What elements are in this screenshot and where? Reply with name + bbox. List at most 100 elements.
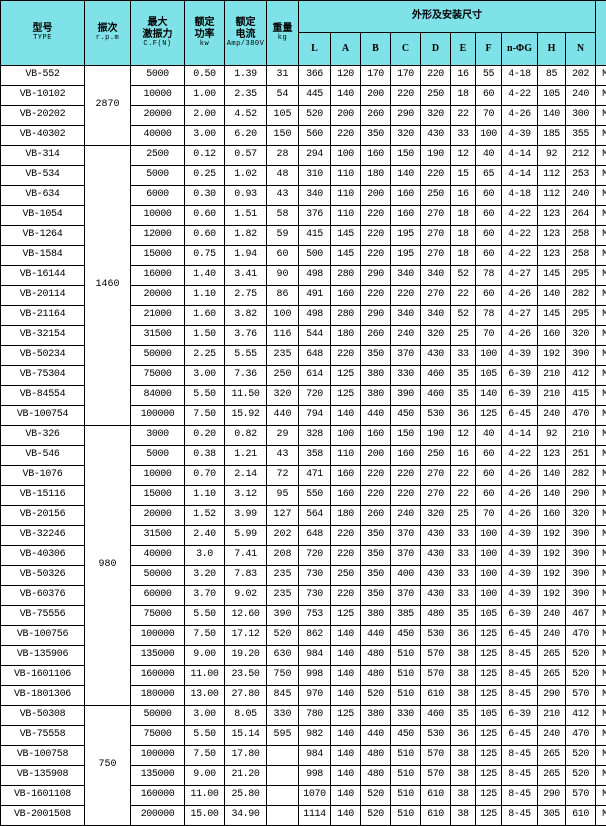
cell-dim-A: 220 [331, 585, 361, 605]
cell-bolt: M42 [596, 645, 606, 665]
cell-dim-A: 140 [331, 685, 361, 705]
cell-dim-H: 192 [538, 585, 566, 605]
cell-dim-E: 38 [451, 765, 476, 785]
cell-dim-E: 22 [451, 485, 476, 505]
cell-bolt: M12 [596, 145, 606, 165]
cell-dim-N: 467 [566, 605, 596, 625]
cell-dim-L: 544 [299, 325, 331, 345]
cell-kw: 15.00 [185, 805, 225, 825]
cell-dim-E: 22 [451, 465, 476, 485]
cell-dim-E: 33 [451, 125, 476, 145]
header-current-en: Amp/380V [225, 40, 266, 48]
cell-amp: 8.05 [225, 705, 267, 725]
cell-type: VB-326 [1, 425, 85, 445]
cell-dim-D: 530 [421, 625, 451, 645]
header-dim-nG: n-ΦG [502, 33, 538, 65]
cell-wt: 95 [267, 485, 299, 505]
cell-dim-G: 4-39 [502, 345, 538, 365]
cell-rpm: 2870 [85, 65, 131, 145]
cell-dim-B: 260 [361, 325, 391, 345]
cell-dim-C: 195 [391, 225, 421, 245]
cell-rpm: 1460 [85, 145, 131, 425]
cell-dim-A: 280 [331, 265, 361, 285]
cell-dim-G: 4-22 [502, 85, 538, 105]
cell-bolt: M20 [596, 205, 606, 225]
cell-dim-B: 520 [361, 785, 391, 805]
cell-dim-D: 220 [421, 65, 451, 85]
cell-dim-N: 300 [566, 105, 596, 125]
cell-dim-L: 294 [299, 145, 331, 165]
cell-dim-H: 160 [538, 505, 566, 525]
cell-dim-L: 564 [299, 505, 331, 525]
cell-dim-N: 212 [566, 145, 596, 165]
cell-dim-B: 170 [361, 65, 391, 85]
cell-dim-H: 105 [538, 85, 566, 105]
cell-bolt: M20 [596, 445, 606, 465]
cell-dim-A: 160 [331, 285, 361, 305]
cell-dim-H: 123 [538, 225, 566, 245]
cell-kw: 1.00 [185, 85, 225, 105]
cell-dim-H: 123 [538, 205, 566, 225]
cell-dim-G: 6-45 [502, 405, 538, 425]
cell-dim-H: 140 [538, 465, 566, 485]
cell-dim-N: 390 [566, 545, 596, 565]
cell-dim-H: 85 [538, 65, 566, 85]
cell-dim-H: 240 [538, 625, 566, 645]
cell-dim-N: 610 [566, 805, 596, 825]
cell-dim-C: 220 [391, 85, 421, 105]
cell-bolt: M24 [596, 505, 606, 525]
cell-dim-E: 25 [451, 505, 476, 525]
cell-amp: 6.20 [225, 125, 267, 145]
cell-dim-L: 753 [299, 605, 331, 625]
cell-cf: 21000 [131, 305, 185, 325]
cell-dim-G: 6-39 [502, 605, 538, 625]
cell-bolt: M24 [596, 485, 606, 505]
cell-dim-E: 35 [451, 705, 476, 725]
cell-dim-B: 350 [361, 525, 391, 545]
cell-dim-C: 510 [391, 685, 421, 705]
cell-dim-G: 4-39 [502, 545, 538, 565]
cell-dim-B: 350 [361, 125, 391, 145]
cell-dim-A: 145 [331, 225, 361, 245]
cell-cf: 100000 [131, 405, 185, 425]
cell-dim-G: 8-45 [502, 765, 538, 785]
cell-dim-B: 350 [361, 345, 391, 365]
cell-amp: 7.83 [225, 565, 267, 585]
cell-wt: 235 [267, 345, 299, 365]
cell-type: VB-20202 [1, 105, 85, 125]
cell-bolt: M36 [596, 125, 606, 145]
cell-dim-F: 60 [476, 445, 502, 465]
cell-kw: 0.75 [185, 245, 225, 265]
cell-dim-D: 270 [421, 245, 451, 265]
table-header: 型号 TYPE 振次 r.p.m 最大 激振力 C.F(N) 额定 功率 kw … [1, 1, 606, 66]
cell-dim-E: 52 [451, 265, 476, 285]
cell-dim-E: 22 [451, 285, 476, 305]
cell-dim-F: 40 [476, 425, 502, 445]
cell-dim-C: 385 [391, 605, 421, 625]
cell-dim-B: 520 [361, 685, 391, 705]
cell-dim-D: 270 [421, 485, 451, 505]
cell-dim-N: 295 [566, 265, 596, 285]
cell-wt: 320 [267, 385, 299, 405]
header-dim-D: D [421, 33, 451, 65]
cell-dim-F: 60 [476, 285, 502, 305]
cell-dim-A: 220 [331, 345, 361, 365]
cell-dim-H: 92 [538, 425, 566, 445]
cell-bolt: M42 [596, 405, 606, 425]
cell-dim-C: 450 [391, 625, 421, 645]
cell-dim-B: 220 [361, 465, 391, 485]
cell-dim-A: 220 [331, 125, 361, 145]
cell-dim-C: 330 [391, 705, 421, 725]
cell-type: VB-32246 [1, 525, 85, 545]
cell-cf: 6000 [131, 185, 185, 205]
cell-bolt: M36 [596, 565, 606, 585]
header-dim-N: N [566, 33, 596, 65]
cell-type: VB-1601108 [1, 785, 85, 805]
cell-dim-G: 4-22 [502, 245, 538, 265]
cell-kw: 7.50 [185, 625, 225, 645]
cell-wt: 90 [267, 265, 299, 285]
cell-dim-B: 290 [361, 265, 391, 285]
cell-kw: 13.00 [185, 685, 225, 705]
cell-dim-N: 520 [566, 645, 596, 665]
cell-bolt: M42 [596, 805, 606, 825]
